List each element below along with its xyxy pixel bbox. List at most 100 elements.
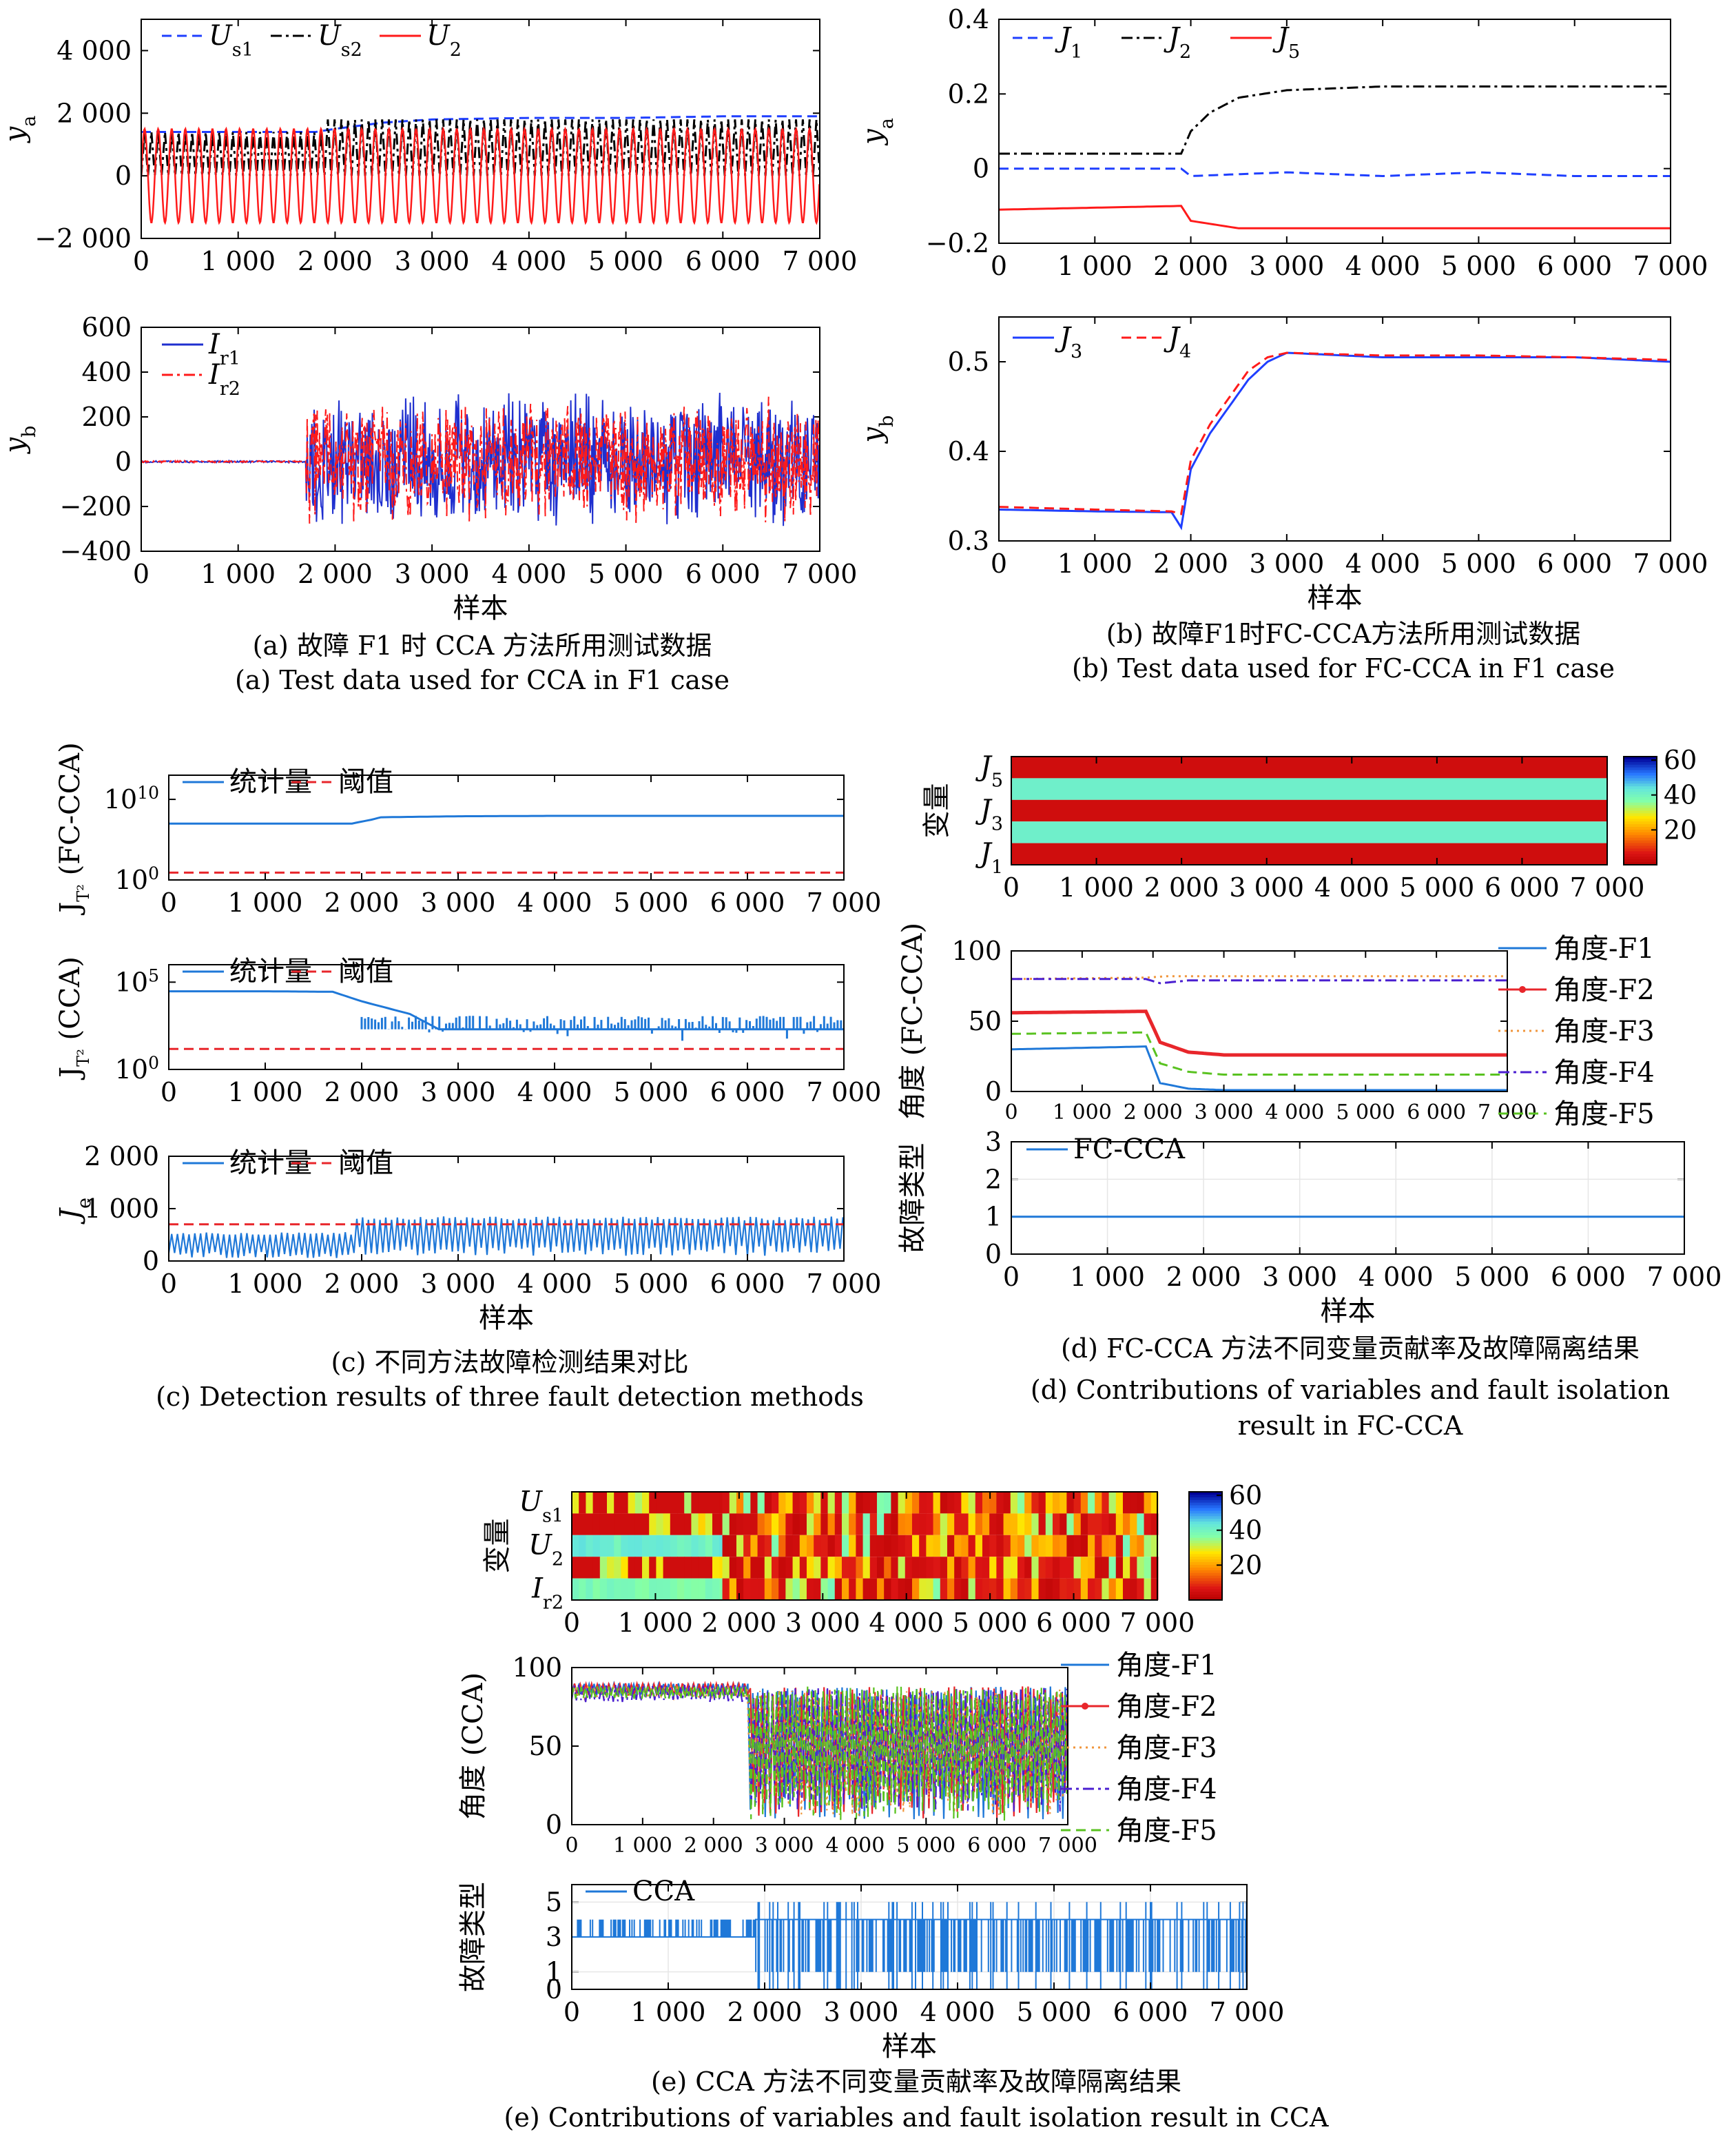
e1-cell: [764, 1513, 772, 1535]
b2-plot-area: [999, 351, 1671, 531]
e1-cell: [1108, 1492, 1117, 1514]
e1-cell: [968, 1557, 976, 1579]
c3-frame: [168, 1156, 845, 1262]
d1-colorbar-step: [1624, 767, 1657, 771]
e1-cell: [884, 1535, 891, 1557]
e1-cell: [849, 1557, 856, 1579]
e1-cell: [691, 1535, 699, 1557]
e1-cell: [684, 1557, 692, 1579]
e1-cell: [757, 1513, 765, 1535]
e1-cell: [1024, 1492, 1032, 1514]
e1-cell: [856, 1492, 864, 1514]
e2-legend-marker: [1082, 1703, 1088, 1710]
e1-cell: [989, 1578, 997, 1600]
d1-row-label-j5: J5: [975, 751, 1003, 792]
e1-cell: [982, 1578, 990, 1600]
b2-series-j4: [999, 351, 1671, 515]
e1-cell: [1073, 1513, 1082, 1535]
d1-colorbar-step: [1624, 816, 1657, 819]
e1-cell: [736, 1578, 744, 1600]
b2-xtick-label: 7 000: [1633, 548, 1708, 579]
e1-cell: [1115, 1492, 1124, 1514]
e1-cell: [1010, 1535, 1018, 1557]
b1-xtick-label: 3 000: [1249, 251, 1324, 281]
a2-xtick-label: 7 000: [783, 559, 858, 589]
e1-cell: [592, 1513, 601, 1535]
e2-xtick-label: 6 000: [967, 1834, 1026, 1858]
e1-cell: [905, 1513, 913, 1535]
e1-cell: [891, 1535, 899, 1557]
e1-cell: [698, 1513, 706, 1535]
e1-cell: [947, 1535, 955, 1557]
e1-cell: [684, 1578, 692, 1600]
b1-xtick-label: 5 000: [1441, 251, 1516, 281]
e1-cell: [634, 1578, 643, 1600]
d3-xtick-label: 6 000: [1551, 1262, 1626, 1292]
e1-colorbar-step: [1189, 1581, 1222, 1584]
e1-cell: [1122, 1513, 1130, 1535]
e2-legend-label-f1: 角度-F1: [1116, 1650, 1217, 1681]
e1-cell: [911, 1513, 920, 1535]
e1-cell: [820, 1557, 829, 1579]
c1-legend-label-series: 阈值: [338, 766, 393, 798]
d2-xtick-label: 1 000: [1053, 1100, 1112, 1125]
e1-cell: [1102, 1492, 1110, 1514]
d3-xtick-label: 3 000: [1262, 1262, 1337, 1292]
e1-row-label-ir2: Ir2: [531, 1572, 564, 1613]
c1-xtick-label: 2 000: [324, 888, 400, 918]
e1-cell: [1087, 1513, 1095, 1535]
d1-colorbar-step: [1624, 848, 1657, 852]
a2-xtick-label: 1 000: [200, 559, 276, 589]
e1-cell: [961, 1578, 969, 1600]
e1-cell: [642, 1535, 650, 1557]
e1-cell: [712, 1513, 720, 1535]
e1-cell: [750, 1513, 758, 1535]
a1-series-u2: [141, 126, 820, 225]
e3-series-cca: [572, 1902, 1247, 1989]
e1-cell: [891, 1578, 899, 1600]
a1-legend-label-u2: U2: [426, 20, 462, 61]
d1-colorbar-step: [1624, 772, 1657, 776]
e1-cell: [1038, 1492, 1046, 1514]
c2-frame: [168, 964, 845, 1070]
e1-cell: [947, 1513, 955, 1535]
d1-colorbar-step: [1624, 837, 1657, 841]
e1-frame: [571, 1491, 1158, 1601]
e1-cell: [1003, 1557, 1011, 1579]
e1-cell: [841, 1557, 849, 1579]
e1-cell: [614, 1557, 621, 1579]
d3-frame: [1011, 1141, 1685, 1255]
d1-row-label-j1: J1: [975, 837, 1003, 878]
d1-colorbar-step: [1624, 770, 1657, 774]
c1-xtick-label: 3 000: [421, 888, 496, 918]
e1-colorbar-step: [1189, 1494, 1222, 1498]
e1-cell: [1108, 1535, 1117, 1557]
b1-xtick-label: 6 000: [1537, 251, 1612, 281]
e1-cell: [1060, 1578, 1067, 1600]
a1-xtick-label: 2 000: [298, 246, 373, 276]
e1-cell: [592, 1578, 601, 1600]
e1-cell: [1003, 1578, 1011, 1600]
e2-legend-label-f5: 角度-F5: [1116, 1815, 1217, 1847]
e1-cell: [771, 1578, 779, 1600]
e1-cell: [989, 1535, 997, 1557]
e1-cell: [968, 1492, 976, 1514]
e1-cell: [856, 1578, 864, 1600]
c1-ytick-label: 1010: [104, 783, 159, 815]
d2-legend-label-f4: 角度-F4: [1553, 1057, 1655, 1089]
e1-cell: [933, 1513, 941, 1535]
e1-cell: [884, 1578, 891, 1600]
e1-cell: [947, 1578, 955, 1600]
a1-xtick-label: 0: [133, 246, 149, 276]
e1-colorbar-step: [1189, 1502, 1222, 1506]
d1-colorbar-step: [1624, 834, 1657, 839]
e1-cell: [898, 1513, 906, 1535]
e1-cell: [806, 1578, 814, 1600]
e1-cell: [778, 1492, 786, 1514]
d1-ylabel: 变量: [921, 783, 953, 839]
e1-cell: [1150, 1578, 1159, 1600]
b1-frame: [998, 19, 1671, 244]
d2-xtick-label: 0: [1004, 1100, 1017, 1125]
